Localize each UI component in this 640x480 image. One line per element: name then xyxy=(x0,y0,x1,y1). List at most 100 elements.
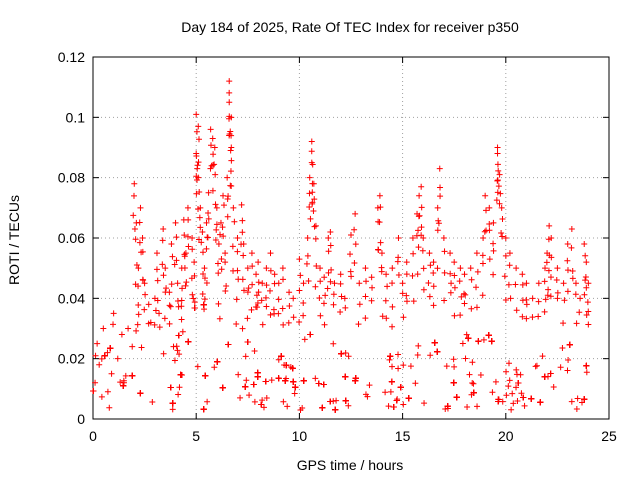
data-point xyxy=(468,276,475,283)
data-point xyxy=(204,398,211,405)
data-point xyxy=(572,291,579,298)
data-point xyxy=(212,171,219,178)
data-point xyxy=(131,180,138,187)
data-point xyxy=(434,204,441,211)
data-point xyxy=(493,197,500,204)
data-point xyxy=(559,345,566,352)
data-point xyxy=(564,257,571,264)
data-point xyxy=(253,271,260,278)
data-point xyxy=(557,364,564,371)
data-point xyxy=(254,300,261,307)
data-point xyxy=(249,263,256,270)
data-point xyxy=(308,159,315,166)
data-point xyxy=(94,340,101,347)
data-point xyxy=(352,210,359,217)
data-point xyxy=(503,368,510,375)
data-point xyxy=(578,399,585,406)
data-point xyxy=(535,313,542,320)
data-point xyxy=(173,343,180,350)
data-point xyxy=(502,297,509,304)
data-point xyxy=(222,287,229,294)
data-point xyxy=(290,314,297,321)
data-point xyxy=(330,291,337,298)
data-point xyxy=(129,372,136,379)
data-point xyxy=(418,183,425,190)
data-point xyxy=(204,234,211,241)
data-point xyxy=(434,348,441,355)
data-point xyxy=(248,306,255,313)
data-point xyxy=(451,272,458,279)
data-point xyxy=(431,339,438,346)
data-point xyxy=(307,215,314,222)
data-point xyxy=(166,289,173,296)
data-point xyxy=(414,352,421,359)
data-point xyxy=(561,297,568,304)
data-point xyxy=(300,280,307,287)
data-point xyxy=(136,219,143,226)
data-point xyxy=(308,148,315,155)
data-point xyxy=(201,265,208,272)
data-point xyxy=(409,235,416,241)
data-point xyxy=(259,397,266,404)
data-point xyxy=(541,373,548,380)
data-point xyxy=(219,224,226,231)
data-point xyxy=(505,360,512,367)
data-point xyxy=(193,128,200,135)
data-point xyxy=(499,215,506,222)
data-point xyxy=(453,394,460,401)
data-point xyxy=(184,204,191,211)
y-tick-label: 0.12 xyxy=(58,49,85,65)
data-point xyxy=(169,400,176,407)
data-point xyxy=(374,204,381,211)
data-point xyxy=(193,111,200,118)
data-point xyxy=(479,260,486,267)
data-point xyxy=(543,259,550,266)
data-point xyxy=(108,370,115,377)
y-tick-label: 0.04 xyxy=(58,290,85,306)
data-point xyxy=(481,228,488,235)
data-point xyxy=(228,144,235,151)
data-point xyxy=(473,250,480,257)
data-point xyxy=(122,372,129,379)
data-point xyxy=(259,321,266,328)
data-point xyxy=(154,297,161,304)
data-point xyxy=(576,309,583,316)
data-point xyxy=(461,290,468,297)
data-point xyxy=(154,277,161,284)
data-point xyxy=(457,312,464,319)
data-point xyxy=(320,300,327,307)
data-point xyxy=(246,392,253,399)
y-tick-label: 0.08 xyxy=(58,170,85,186)
data-point xyxy=(400,362,407,369)
data-point xyxy=(267,250,274,257)
data-point xyxy=(98,355,105,362)
data-point xyxy=(462,291,469,298)
data-point xyxy=(185,338,192,345)
data-point xyxy=(290,378,297,385)
data-point xyxy=(410,298,417,305)
data-point xyxy=(337,308,344,315)
data-point xyxy=(297,272,304,279)
data-point xyxy=(330,301,337,308)
data-point xyxy=(161,315,168,322)
data-point xyxy=(240,287,247,294)
data-point xyxy=(213,221,220,228)
data-point xyxy=(581,241,588,248)
data-point xyxy=(195,174,202,181)
x-tick-label: 20 xyxy=(498,428,514,444)
data-point xyxy=(320,381,327,388)
x-tick-label: 15 xyxy=(395,428,411,444)
data-point xyxy=(450,379,457,386)
data-point xyxy=(469,359,476,366)
data-point xyxy=(130,212,137,219)
data-point xyxy=(447,289,454,296)
data-point xyxy=(169,406,176,413)
data-point xyxy=(231,218,238,225)
data-point xyxy=(168,281,175,288)
data-point xyxy=(307,331,314,338)
data-point xyxy=(554,289,561,296)
data-point xyxy=(333,397,340,404)
data-point xyxy=(311,196,318,203)
data-point xyxy=(435,220,442,227)
data-point xyxy=(283,362,290,369)
